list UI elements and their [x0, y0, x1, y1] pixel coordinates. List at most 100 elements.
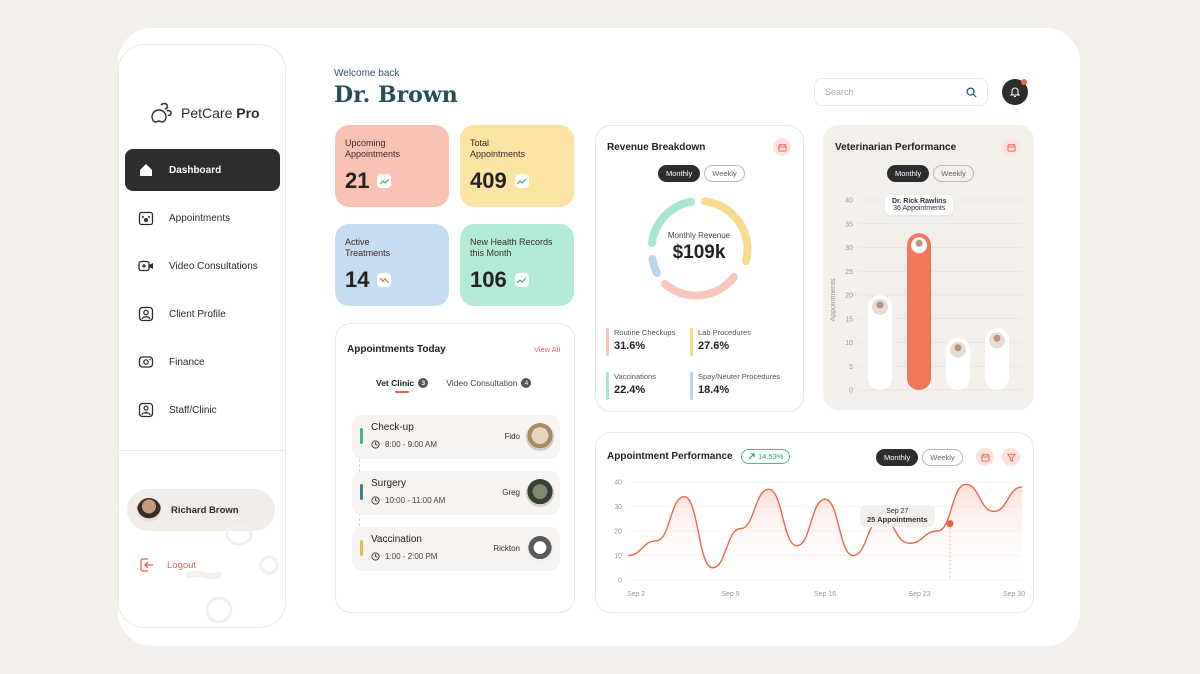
revenue-donut-chart — [648, 197, 752, 300]
revenue-calendar-button[interactable] — [773, 138, 791, 156]
search-icon — [966, 86, 977, 98]
legend-label: Vaccinations — [614, 372, 656, 381]
donut-segment-spay-neuter — [648, 255, 661, 277]
search-input[interactable]: Search — [814, 78, 988, 106]
view-all-link[interactable]: View All — [534, 345, 561, 354]
stat-total-appointments[interactable]: Total Appointments 409 — [460, 125, 574, 207]
tab-vet-clinic[interactable]: Vet Clinic 3 — [376, 378, 429, 388]
legend-color — [690, 328, 693, 356]
welcome-text: Welcome back — [334, 68, 400, 79]
brand-logo[interactable]: PetCare Pro — [149, 101, 260, 125]
logout-label: Logout — [167, 559, 197, 571]
y-tick-label: 30 — [845, 245, 853, 252]
sidebar-item-staff-clinic[interactable]: Staff/Clinic — [125, 389, 280, 431]
toggle-monthly[interactable]: Monthly — [876, 449, 919, 466]
toggle-weekly[interactable]: Weekly — [933, 165, 974, 182]
stat-active-treatments[interactable]: Active Treatments 14 — [335, 224, 449, 306]
clock-icon — [371, 440, 380, 449]
appointment-time: 10:00 - 11:00 AM — [371, 496, 445, 505]
user-name: Richard Brown — [171, 504, 239, 516]
sidebar-item-video-consultations[interactable]: Video Consultations — [125, 245, 280, 287]
stat-label: Active Treatments — [345, 237, 391, 258]
legend-spay-neuter: Spay/Neuter Procedures 18.4% — [690, 372, 780, 400]
revenue-period-toggle: Monthly Weekly — [658, 165, 745, 182]
filter-icon — [1006, 453, 1016, 462]
user-profile-pill[interactable]: Richard Brown — [127, 489, 275, 531]
y-tick-label: 10 — [614, 553, 622, 560]
appointment-calendar-button[interactable] — [976, 448, 994, 466]
legend-value: 18.4% — [698, 384, 730, 396]
calendar-icon — [980, 453, 990, 462]
vet-avatar-face — [876, 301, 884, 309]
appointment-color-bar — [360, 428, 363, 444]
clock-icon — [371, 552, 380, 561]
toggle-weekly[interactable]: Weekly — [704, 165, 745, 182]
sidebar: PetCare Pro Dashboard Appointments Video… — [118, 44, 286, 628]
legend-value: 27.6% — [698, 340, 730, 352]
stat-label: New Health Records this Month — [470, 237, 553, 258]
trend-up-icon — [514, 273, 529, 287]
legend-value: 22.4% — [614, 384, 646, 396]
bell-icon — [1009, 87, 1021, 98]
stat-new-health-records[interactable]: New Health Records this Month 106 — [460, 224, 574, 306]
clock-icon — [371, 496, 380, 505]
vet-calendar-button[interactable] — [1002, 138, 1020, 156]
logout-icon — [140, 558, 153, 572]
x-tick-label: Sep 2 — [627, 591, 645, 598]
legend-color — [606, 372, 609, 400]
line-series — [627, 483, 1023, 569]
appointment-item[interactable]: Vaccination 1:00 - 2:00 PM Rickton — [352, 527, 560, 571]
legend-value: 31.6% — [614, 340, 646, 352]
sidebar-item-appointments[interactable]: Appointments — [125, 197, 280, 239]
line-area — [628, 484, 1022, 580]
donut-center-value: $109k — [672, 242, 726, 263]
donut-segment-vaccinations — [648, 197, 695, 247]
vet-avatar-face — [915, 239, 923, 247]
vet-avatar-face — [954, 344, 962, 352]
toggle-monthly[interactable]: Monthly — [658, 165, 701, 182]
toggle-monthly[interactable]: Monthly — [887, 165, 930, 182]
tab-count: 4 — [521, 378, 532, 388]
stat-label: Upcoming Appointments — [345, 138, 401, 159]
revenue-title: Revenue Breakdown — [607, 142, 706, 153]
finance-icon — [137, 353, 155, 371]
tooltip-value: 25 Appointments — [867, 515, 928, 524]
appointment-item[interactable]: Surgery 10:00 - 11:00 AM Greg — [352, 471, 560, 515]
tab-label: Vet Clinic — [376, 378, 415, 388]
decorative-pet-illustration — [186, 524, 279, 624]
sidebar-item-client-profile[interactable]: Client Profile — [125, 293, 280, 335]
stat-value: 21 — [345, 168, 392, 194]
y-tick-label: 30 — [614, 504, 622, 511]
filter-button[interactable] — [1002, 448, 1020, 466]
stat-upcoming-appointments[interactable]: Upcoming Appointments 21 — [335, 125, 449, 207]
vet-bar — [907, 233, 931, 390]
pet-avatar — [526, 479, 554, 507]
tooltip-name: Dr. Rick Rawlins — [892, 198, 947, 205]
line-tooltip: Sep 27 25 Appointments — [860, 505, 935, 527]
appointment-performance-title: Appointment Performance — [607, 451, 733, 462]
highlight-point — [946, 520, 954, 528]
logout-button[interactable]: Logout — [139, 557, 196, 573]
appointment-performance-chart: 0 10 20 30 40 Sep 2 Sep 9 Sep 16 Sep 23 Sep 30 — [614, 480, 1025, 599]
y-axis-label: Appointments — [830, 278, 837, 321]
toggle-weekly[interactable]: Weekly — [922, 449, 963, 466]
x-tick-label: Sep 23 — [908, 591, 930, 598]
y-tick-label: 35 — [845, 221, 853, 228]
appointment-item[interactable]: Check-up 8:00 - 9:00 AM Fido — [352, 415, 560, 459]
sidebar-item-label: Appointments — [169, 212, 231, 224]
appointment-period-toggle: Monthly Weekly — [876, 449, 963, 466]
legend-label: Routine Checkups — [614, 328, 676, 337]
sidebar-item-finance[interactable]: Finance — [125, 341, 280, 383]
tab-video-consultation[interactable]: Video Consultation 4 — [446, 378, 532, 388]
y-tick-label: 0 — [618, 578, 622, 585]
sidebar-item-dashboard[interactable]: Dashboard — [125, 149, 280, 191]
y-tick-label: 5 — [849, 364, 853, 371]
stat-value: 409 — [470, 168, 529, 194]
active-tab-indicator — [395, 391, 409, 393]
x-tick-label: Sep 9 — [721, 591, 739, 598]
arrow-up-right-icon — [748, 453, 755, 460]
y-tick-label: 20 — [614, 529, 622, 536]
pet-name: Greg — [502, 488, 520, 497]
x-tick-label: Sep 16 — [814, 591, 836, 598]
tab-count: 3 — [418, 378, 429, 388]
